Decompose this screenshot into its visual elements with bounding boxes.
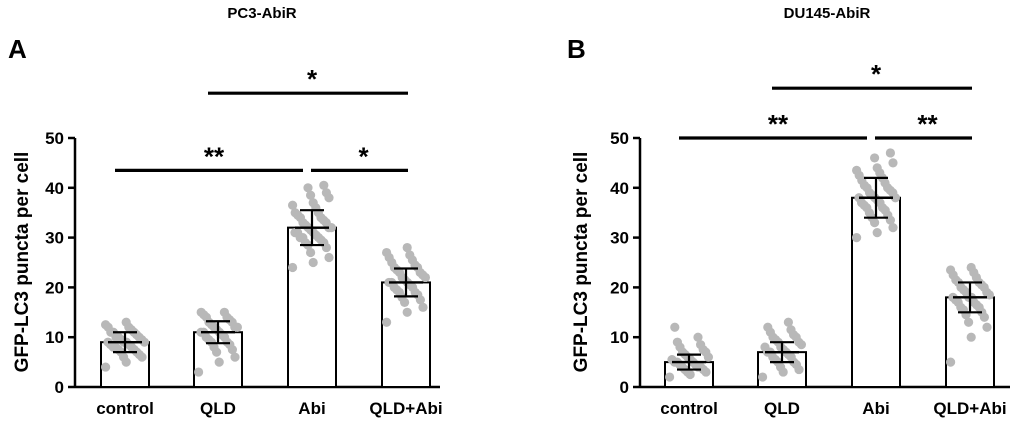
y-tick-label: 10 — [45, 328, 64, 347]
data-point — [303, 183, 313, 193]
data-point — [230, 352, 240, 362]
data-point — [872, 228, 882, 238]
data-point — [196, 307, 206, 317]
y-tick-label: 0 — [55, 378, 64, 397]
data-point — [758, 372, 768, 382]
y-tick-label: 40 — [610, 179, 629, 198]
x-tick-label: Abi — [298, 399, 325, 418]
panel-a-y-axis-label: GFP-LC3 puncta per cell — [12, 152, 33, 373]
data-point — [306, 247, 316, 258]
data-point — [288, 200, 298, 210]
data-point — [319, 180, 329, 190]
data-point — [852, 233, 862, 243]
x-tick-label: QLD — [200, 399, 236, 418]
data-point — [693, 332, 703, 342]
data-point — [763, 322, 773, 332]
data-point — [852, 165, 862, 175]
panel-a: PC3-AbiR A GFP-LC3 puncta per cell 0 10 20… — [8, 5, 443, 418]
y-tick-label: 10 — [610, 328, 629, 347]
panel-a-letter: A — [8, 34, 27, 64]
data-point — [966, 262, 976, 273]
data-point — [382, 247, 392, 258]
panel-b-title: DU145-AbiR — [784, 5, 871, 22]
y-tick-label: 40 — [45, 179, 64, 198]
y-tick-label: 0 — [620, 378, 629, 397]
significance-label: * — [358, 141, 369, 171]
data-point — [888, 158, 898, 168]
x-tick-label: QLD+Abi — [933, 399, 1006, 418]
data-point — [290, 208, 300, 218]
data-point — [382, 317, 392, 327]
data-point — [418, 302, 428, 312]
data-point — [405, 250, 415, 260]
significance-label: ** — [768, 109, 789, 139]
significance-label: * — [307, 64, 318, 94]
y-tick-label: 30 — [610, 229, 629, 248]
data-point — [402, 242, 412, 253]
data-point — [101, 362, 111, 372]
y-tick-label: 50 — [45, 129, 64, 148]
significance-label: * — [871, 59, 882, 89]
panel-b-y-axis-label: GFP-LC3 puncta per cell — [571, 152, 592, 373]
data-point — [324, 252, 334, 263]
data-point — [288, 262, 298, 273]
data-point — [783, 317, 794, 327]
data-point — [290, 228, 300, 238]
y-tick-label: 20 — [45, 278, 64, 297]
data-point — [964, 317, 974, 327]
data-point — [888, 223, 898, 233]
data-point — [696, 340, 706, 350]
data-point — [219, 307, 229, 317]
x-tick-label: QLD+Abi — [369, 399, 442, 418]
data-point — [885, 148, 896, 158]
data-point — [670, 322, 680, 332]
significance-label: ** — [917, 109, 938, 139]
data-point — [308, 257, 318, 268]
data-point — [214, 357, 224, 367]
data-point — [982, 322, 992, 332]
x-tick-label: QLD — [764, 399, 800, 418]
data-point — [101, 320, 111, 330]
significance-label: ** — [204, 141, 225, 171]
data-point — [872, 163, 882, 173]
panel-a-title: PC3-AbiR — [227, 5, 296, 22]
x-tick-label: Abi — [862, 399, 889, 418]
x-tick-label: control — [96, 399, 154, 418]
y-tick-label: 50 — [610, 129, 629, 148]
data-point — [870, 153, 880, 163]
data-point — [402, 307, 412, 317]
data-point — [672, 337, 683, 347]
data-point — [665, 372, 675, 382]
data-point — [760, 342, 770, 352]
data-point — [786, 325, 796, 335]
data-point — [121, 317, 131, 327]
data-point — [308, 198, 318, 208]
data-point — [946, 357, 956, 367]
data-point — [321, 188, 331, 198]
data-point — [306, 190, 316, 200]
x-tick-label: control — [660, 399, 718, 418]
panel-b: DU145-AbiR B GFP-LC3 puncta per cell 0 10… — [567, 5, 1010, 418]
data-point — [966, 332, 976, 342]
data-point — [946, 265, 956, 275]
y-tick-label: 20 — [610, 278, 629, 297]
panel-b-letter: B — [567, 34, 586, 64]
data-point — [194, 367, 204, 377]
y-tick-label: 30 — [45, 229, 64, 248]
